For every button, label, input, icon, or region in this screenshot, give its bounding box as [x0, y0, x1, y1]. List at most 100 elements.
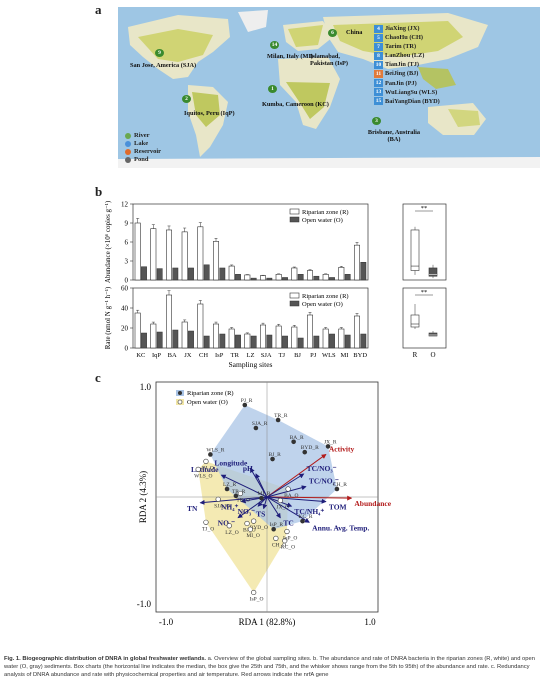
bar-riparian: [228, 328, 235, 349]
riparian-point: [253, 425, 259, 431]
bar-riparian: [260, 275, 266, 281]
site-row: 10 TianJin (TJ): [374, 60, 420, 69]
riparian-point: [334, 486, 340, 492]
point-label: BJ_R: [269, 452, 282, 458]
bar-riparian: [291, 267, 298, 281]
arrow-label: Abundance: [354, 499, 391, 508]
point-label: KC_O: [281, 545, 295, 551]
bar-riparian: [275, 274, 282, 281]
caption-text: a. Overview of the global sampling sites…: [4, 656, 535, 678]
inset-x-label: O: [430, 351, 435, 359]
arrow: [266, 496, 310, 523]
point-label: BYD_R: [301, 445, 319, 451]
map-label-iqp: Iquitos, Peru (IqP): [184, 110, 235, 117]
plot-frame: [132, 287, 369, 349]
site-row: 4 JiaXing (JX): [374, 24, 440, 33]
site-row: 8 LanZhou (LZ): [374, 51, 440, 60]
bar-riparian: [150, 228, 157, 281]
arrow: [266, 453, 327, 498]
riparian-point: [224, 486, 230, 492]
arrow: [255, 473, 268, 498]
bar-open: [235, 334, 241, 349]
point-label: TJ_O: [202, 526, 214, 532]
site-row: 12 PanJin (PJ): [374, 79, 417, 88]
riparian-point: [242, 402, 248, 408]
map-marker-sja: 9: [155, 49, 166, 57]
bar-open: [313, 335, 320, 349]
x-tick-label: KC: [136, 352, 145, 359]
box: [428, 332, 438, 337]
x-tick-label: LZ: [247, 352, 255, 359]
arrow: [237, 496, 268, 519]
map-label-sja: San Jose, America (SJA): [130, 62, 197, 69]
arrow-label: pH: [243, 464, 253, 473]
open-point: [244, 520, 250, 527]
bar-open: [344, 274, 351, 281]
inset-frame: [402, 203, 447, 281]
legend-item: Reservoir: [125, 148, 161, 156]
map-legend: River Lake Reservoir Pond: [125, 132, 161, 164]
panel-b-letter: b: [95, 184, 103, 199]
y-tick-label: 3: [125, 258, 129, 266]
bar-riparian: [166, 229, 172, 281]
point-label: SJA_R: [252, 421, 268, 427]
arrow-label: TC/NH₄⁺: [294, 507, 324, 516]
legend-swatch-open: [289, 216, 300, 223]
open-point: [285, 486, 291, 492]
china-site-list: 4 JiaXing (JX) 5 ChaoHu (CH) 7 Tarim (TR) 8…: [374, 24, 440, 106]
point-label: IqP_O: [283, 536, 297, 542]
caption-title: Fig. 1. Biogeographic distribution of DN…: [4, 656, 207, 662]
legend-swatch-riparian: [289, 292, 300, 299]
map-label-ba: Brisbane, Australia (BA): [367, 129, 421, 143]
open-point: [237, 490, 243, 497]
inset-frame: [402, 287, 447, 349]
legend-item: Pond: [125, 156, 161, 164]
point-label: CH_O: [272, 542, 286, 548]
bar-riparian: [307, 270, 313, 281]
bar-riparian: [150, 323, 157, 349]
point-label: BA_O: [284, 493, 298, 499]
x-tick-label: SJA: [261, 352, 272, 359]
open-point: [251, 518, 257, 524]
y-axis-label: RDA 2 (4.3%): [138, 471, 148, 523]
arrow: [266, 485, 307, 498]
point-label: MI_R: [257, 491, 270, 497]
x-tick-label: 1.0: [364, 617, 376, 627]
point-label: IsP_R: [270, 522, 284, 528]
point-label: WLS_R: [206, 447, 224, 453]
bar-open: [188, 330, 194, 349]
point-label: PJ_R: [241, 398, 253, 404]
arrow: [199, 496, 268, 505]
site-row: 5 ChaoHu (CH): [374, 33, 440, 42]
box: [410, 229, 420, 271]
x-tick-label: IsP: [215, 352, 224, 359]
x-axis-label: RDA 1 (82.8%): [239, 617, 296, 627]
map-marker-iqp: 2: [182, 95, 193, 103]
map-label-china: China: [346, 29, 363, 36]
arrow-label: NH₄⁺: [221, 503, 238, 512]
bar-riparian: [181, 321, 188, 349]
riparian-point: [208, 452, 213, 457]
open-point: [247, 526, 253, 532]
y-tick-label: 1.0: [140, 382, 152, 392]
inset-x-label: R: [413, 351, 418, 359]
bar-riparian: [322, 274, 329, 281]
bar-riparian: [197, 226, 204, 281]
point-label: MI_O: [246, 533, 259, 539]
riparian-point: [275, 417, 281, 423]
box: [410, 314, 420, 328]
open-point: [273, 535, 279, 541]
open-point: [284, 528, 290, 535]
x-tick-label: TJ: [279, 352, 286, 359]
open-point: [226, 523, 232, 529]
open-point: [277, 497, 283, 504]
y-axis-label: Abundance (×10⁶ copies g⁻¹): [104, 200, 112, 283]
arrow-label: TC/NO₂⁻: [309, 477, 339, 486]
y-tick-label: 60: [121, 285, 129, 293]
y-axis-label: Rate (nmol N g⁻¹ h⁻¹): [104, 286, 112, 349]
bar-riparian: [338, 328, 345, 349]
bar-riparian: [307, 314, 313, 349]
x-tick-label: -1.0: [159, 617, 174, 627]
y-tick-label: 6: [125, 239, 129, 247]
legend-label: Riparian zone (R): [302, 293, 349, 300]
